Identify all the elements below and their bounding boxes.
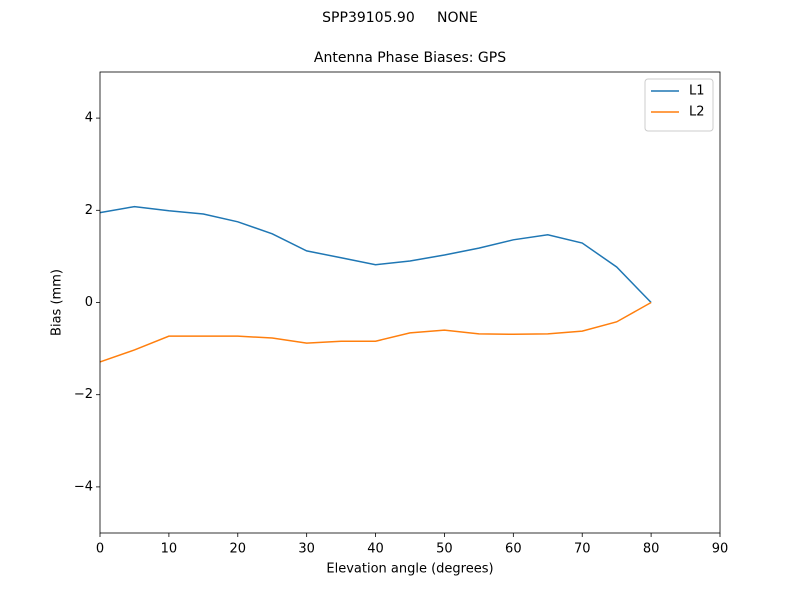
- y-tick-label: 2: [85, 203, 93, 218]
- legend-label: L2: [689, 105, 705, 120]
- y-tick-label: 0: [85, 295, 93, 310]
- legend-box: [644, 78, 714, 132]
- y-tick-label: −4: [74, 479, 93, 494]
- legend-label: L1: [689, 84, 705, 99]
- x-tick-label: 50: [436, 542, 453, 557]
- x-tick-label: 10: [161, 542, 178, 557]
- x-tick-label: 70: [574, 542, 591, 557]
- suptitle: SPP39105.90 NONE: [322, 10, 478, 26]
- line-series: [99, 301, 652, 363]
- x-tick-label: 60: [505, 542, 522, 557]
- x-tick-label: 20: [230, 542, 247, 557]
- y-axis-label: Bias (mm): [50, 269, 65, 336]
- x-tick-label: 30: [298, 542, 315, 557]
- x-tick-label: 40: [367, 542, 384, 557]
- x-axis-label: Elevation angle (degrees): [326, 562, 493, 577]
- x-tick-label: 80: [643, 542, 660, 557]
- y-tick-label: 4: [85, 111, 93, 126]
- x-tick-label: 0: [96, 542, 104, 557]
- chart-title: Antenna Phase Biases: GPS: [314, 50, 506, 66]
- y-tick-label: −2: [74, 387, 93, 402]
- line-series: [99, 205, 652, 304]
- plot-area: [99, 205, 652, 363]
- x-tick-label: 90: [712, 542, 729, 557]
